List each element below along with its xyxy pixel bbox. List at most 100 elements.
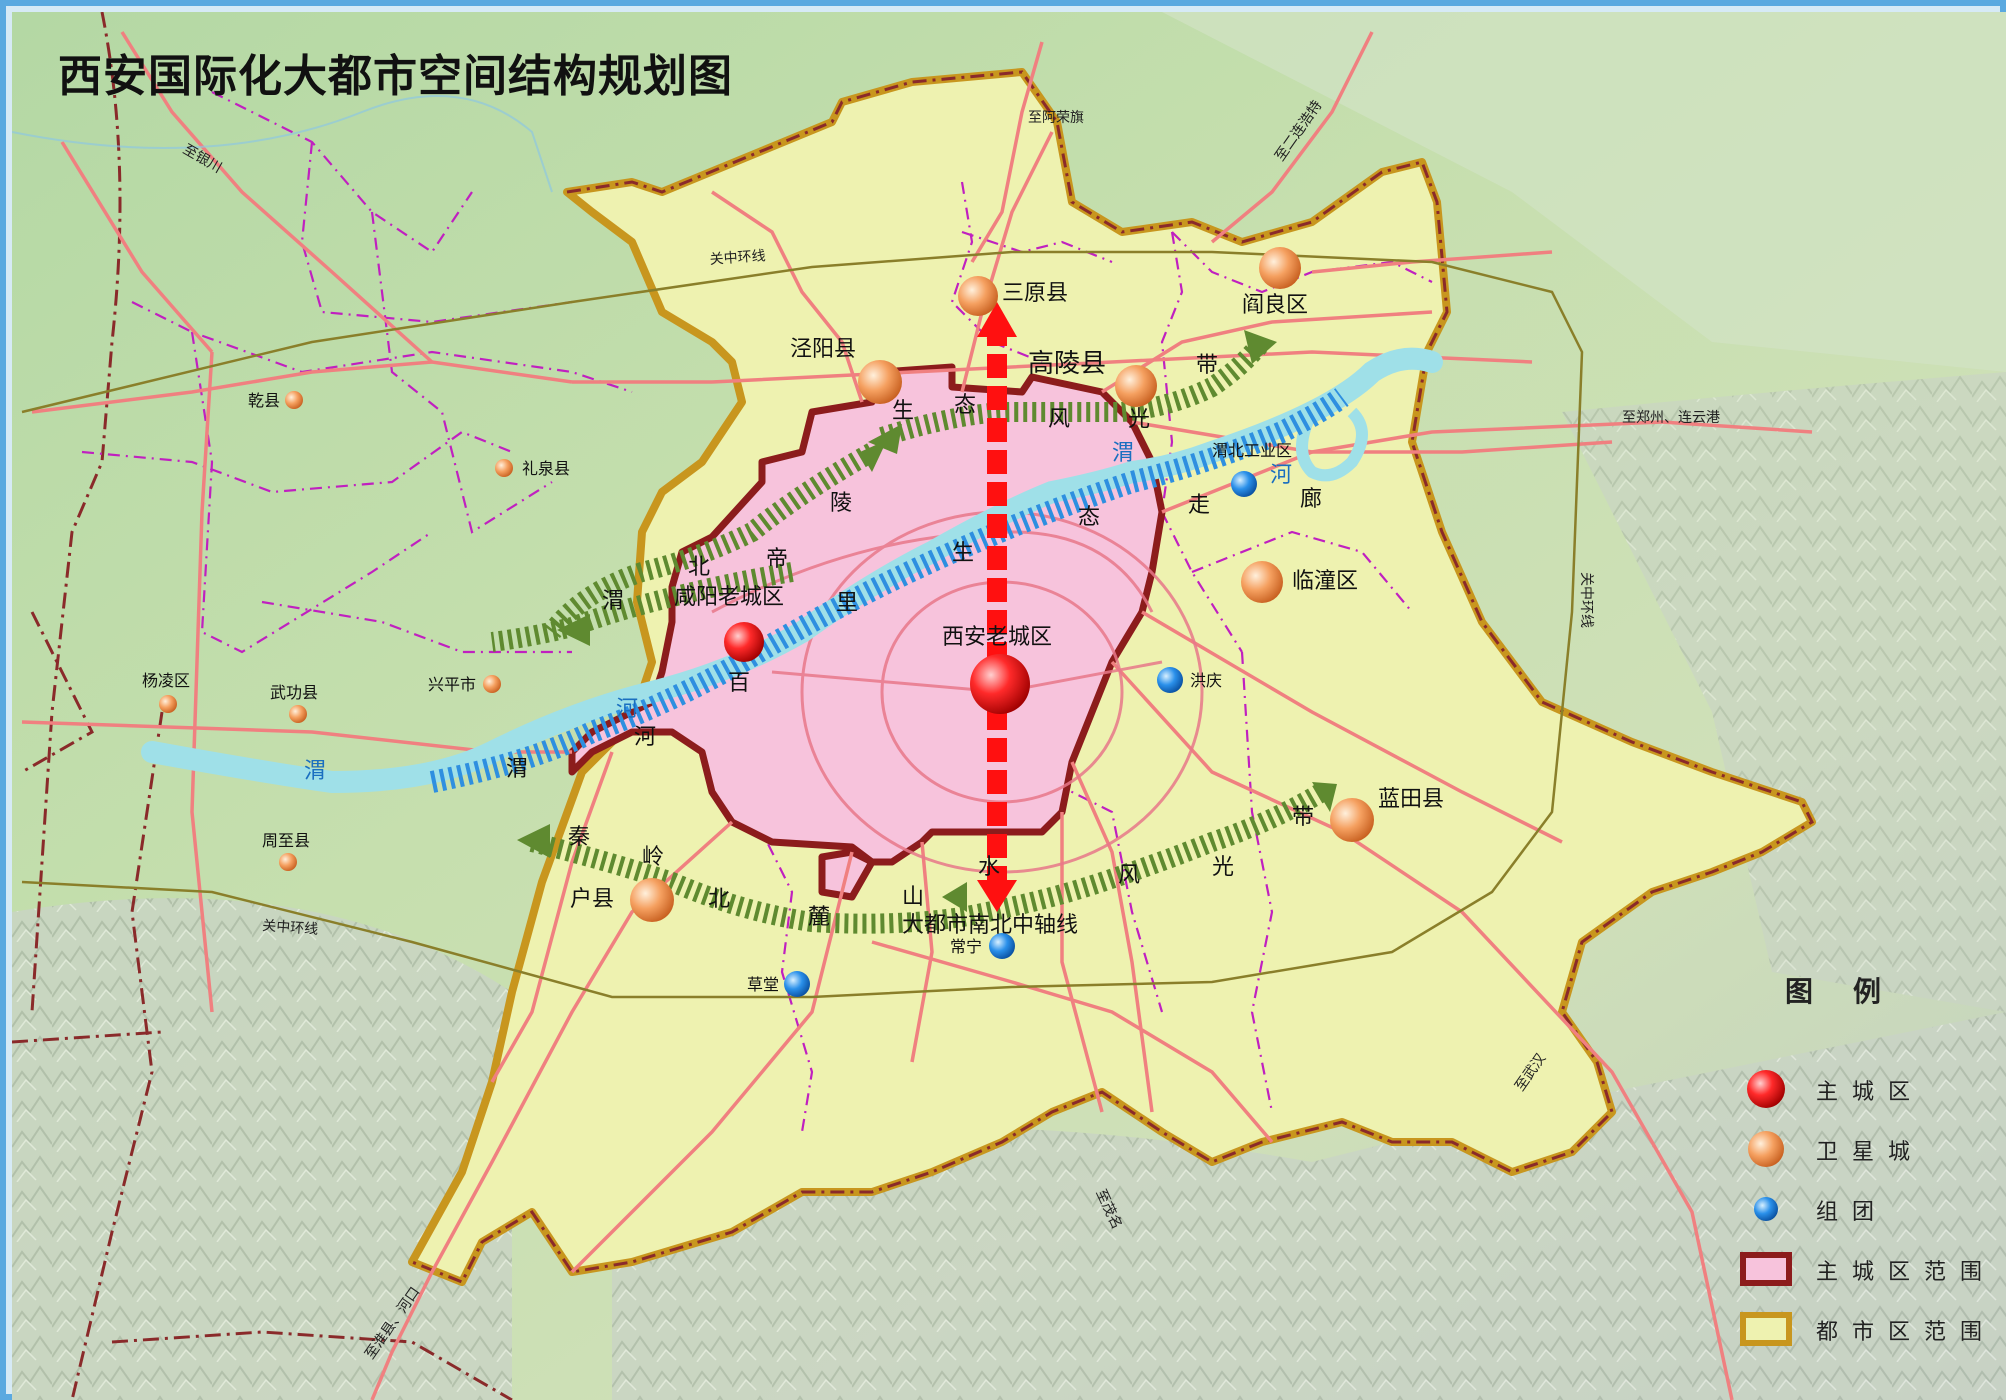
- label-caotang: 草堂: [747, 975, 779, 994]
- jing-river-bend: [1296, 407, 1368, 482]
- group-cluster-icon: [1754, 1197, 1778, 1221]
- guanzhong-ring-road: [21, 250, 1584, 999]
- legend-label-group: 组团: [1816, 1200, 1889, 1225]
- legend-row-main-range: 主城区范围: [1740, 1246, 2000, 1292]
- weibei-char-6: 里: [836, 591, 858, 616]
- legend-row-metro-range: 都市区范围: [1740, 1306, 2000, 1352]
- legend-label-main-city: 主城区: [1816, 1080, 1925, 1105]
- south-char-9: 带: [1292, 805, 1314, 830]
- label-qianxian: 乾县: [248, 391, 280, 410]
- weihe-char-1: 走: [1188, 493, 1210, 518]
- south-char-8: 光: [1212, 855, 1234, 880]
- planning-map: 西安老城区 咸阳老城区 三原县 阎良区 泾阳县 高陵县 临潼区 蓝田县 户县 乾…: [12, 12, 2006, 1400]
- north-char-5: 带: [1196, 353, 1218, 378]
- wei-river-corridor: [429, 388, 1349, 793]
- main-city-xianyang: [724, 622, 764, 662]
- label-zhouzhi: 周至县: [262, 831, 310, 850]
- label-lantian: 蓝田县: [1378, 787, 1444, 812]
- legend-row-group: 组团: [1740, 1186, 2000, 1232]
- south-char-2: 岭: [642, 845, 664, 870]
- metro-range-swatch-icon: [1740, 1312, 1792, 1346]
- wubei-char-1: 北: [688, 555, 710, 580]
- road-label-ring-s: 关中环线: [262, 918, 319, 938]
- legend-label-main-range: 主城区范围: [1816, 1260, 1997, 1285]
- northeast-plain: [1162, 12, 2006, 372]
- province-borders: [12, 12, 513, 1400]
- corridor-arrow-ne: [1244, 330, 1277, 364]
- road-network: [21, 31, 1813, 1400]
- label-yangling: 杨凌区: [142, 671, 190, 690]
- wei-river-char-1: 渭: [304, 759, 326, 784]
- wubei-char-5: 态: [1078, 505, 1100, 530]
- corridor-arrow-w: [557, 614, 590, 646]
- legend-row-satellite: 卫星城: [1740, 1126, 2000, 1172]
- wei-river-char-2: 河: [616, 697, 638, 722]
- north-char-3: 风: [1048, 407, 1070, 432]
- satellite-city-icon: [1748, 1131, 1784, 1167]
- legend-row-main-city: 主城区: [1740, 1066, 2000, 1112]
- label-wugong: 武功县: [270, 683, 318, 702]
- weibei-char-1: 渭: [602, 589, 624, 614]
- qinling-mountains-sw: [12, 898, 512, 1400]
- group-clusters: [784, 471, 1257, 997]
- label-yanliang: 阎良区: [1242, 293, 1308, 318]
- corridor-arrow-sw: [517, 824, 550, 858]
- map-title: 西安国际化大都市空间结构规划图: [58, 51, 733, 102]
- corridor-arrow-nw: [868, 424, 902, 454]
- road-label-arongqi: 至阿荣旗: [1028, 110, 1084, 126]
- weibei-corridor-west: [490, 562, 794, 652]
- wubei-char-4: 生: [952, 541, 974, 566]
- label-jingyang: 泾阳县: [790, 337, 856, 362]
- south-char-5: 山: [902, 885, 924, 910]
- wubei-char-3: 陵: [830, 491, 852, 516]
- metro-area-inner-border: [411, 70, 1814, 1284]
- mountains-east: [1562, 372, 2006, 1012]
- legend-label-metro-range: 都市区范围: [1816, 1320, 1997, 1345]
- corridor-arrow-se: [1312, 782, 1337, 812]
- north-char-2: 态: [954, 393, 976, 418]
- axis-arrow-south: [977, 880, 1017, 912]
- road-label-ring-n: 关中环线: [709, 248, 766, 268]
- south-char-1: 秦: [568, 825, 590, 850]
- south-char-3: 北: [708, 887, 730, 912]
- main-range-swatch-icon: [1740, 1252, 1792, 1286]
- road-label-ring-e: 关中环线: [1578, 572, 1594, 628]
- north-char-1: 生: [892, 399, 914, 424]
- corridor-arrow-weibei-ne: [860, 440, 887, 472]
- label-xingping: 兴平市: [428, 675, 476, 694]
- label-xian: 西安老城区: [942, 625, 1052, 650]
- qinling-mountains-s: [612, 1012, 2006, 1400]
- label-lintong: 临潼区: [1292, 569, 1358, 594]
- north-char-4: 光: [1128, 407, 1150, 432]
- label-changning: 常宁: [950, 937, 982, 956]
- legend-title: 图例: [1785, 975, 1922, 1008]
- label-gaoling: 高陵县: [1028, 349, 1106, 379]
- road-label-zhengzhou: 至郑州、连云港: [1622, 410, 1720, 426]
- south-char-7: 风: [1118, 863, 1140, 888]
- wei-char-1: 渭: [506, 757, 528, 782]
- axis-label: 大都市南北中轴线: [902, 913, 1078, 938]
- weihe-river-char-1: 渭: [1112, 441, 1134, 466]
- south-char-4: 麓: [808, 905, 830, 930]
- wei-char-2: 河: [634, 725, 656, 750]
- wubei-char-2: 帝: [766, 547, 788, 572]
- main-city-xian: [970, 654, 1030, 714]
- legend-label-satellite: 卫星城: [1816, 1140, 1925, 1165]
- label-huxian: 户县: [570, 887, 614, 912]
- weibei-char-5: 百: [728, 671, 750, 696]
- label-weibei: 渭北工业区: [1212, 441, 1292, 460]
- label-liquan: 礼泉县: [522, 459, 570, 478]
- weihe-char-2: 廊: [1300, 487, 1322, 512]
- qinling-corridor: [529, 783, 1328, 934]
- northwest-stream: [12, 95, 553, 193]
- towns: [159, 391, 513, 871]
- corridor-arrow-s: [942, 882, 967, 912]
- label-xianyang: 咸阳老城区: [674, 585, 784, 610]
- south-char-6: 水: [978, 855, 1000, 880]
- main-city-icon: [1747, 1070, 1785, 1108]
- label-hongqing: 洪庆: [1190, 671, 1222, 690]
- label-sanyuan: 三原县: [1002, 281, 1068, 306]
- axis-arrow-north: [977, 302, 1017, 337]
- weibei-corridor-east: [544, 443, 877, 639]
